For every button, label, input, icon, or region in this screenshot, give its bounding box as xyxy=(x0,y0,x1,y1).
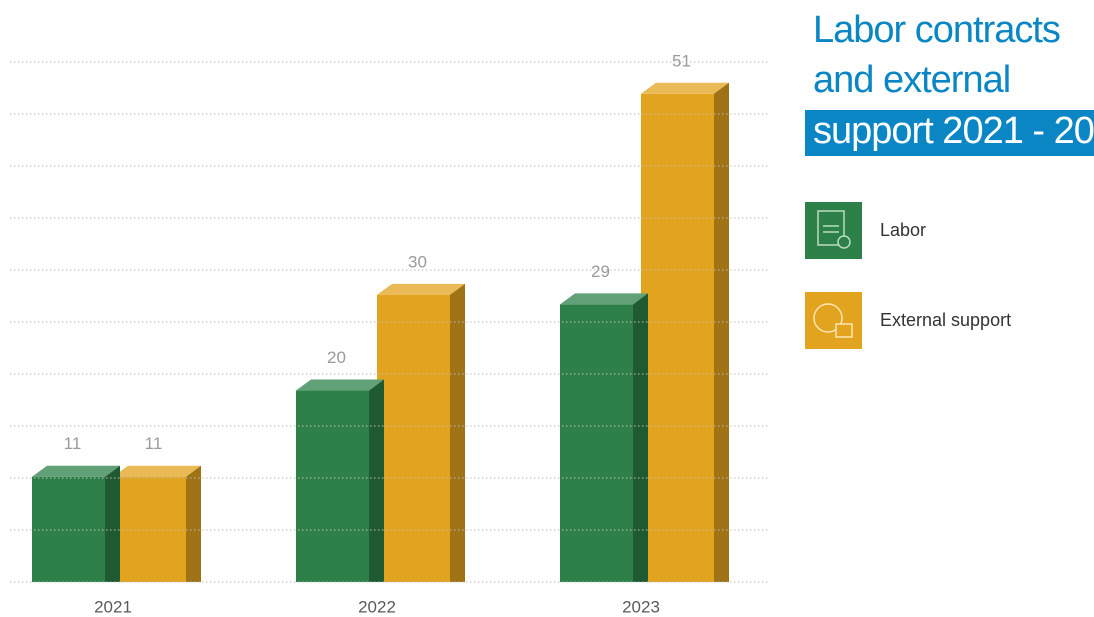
x-tick-label: 2021 xyxy=(94,597,132,616)
chart-title-line: and external xyxy=(813,59,1010,101)
bar-side xyxy=(450,283,465,582)
bar xyxy=(377,294,450,582)
legend-label: External support xyxy=(880,310,1011,330)
bar-top xyxy=(296,379,384,391)
data-label: 51 xyxy=(672,51,691,70)
data-label: 20 xyxy=(327,348,346,367)
bar xyxy=(641,93,714,583)
data-label: 11 xyxy=(64,434,82,453)
data-label: 29 xyxy=(591,262,610,281)
bar-top xyxy=(641,82,729,94)
x-tick-label: 2023 xyxy=(622,597,660,616)
title-highlight xyxy=(805,110,1094,156)
bar-side xyxy=(105,465,120,582)
data-label: 30 xyxy=(408,252,427,271)
bar-top xyxy=(113,465,201,477)
bar-top xyxy=(377,283,465,295)
chart-title-line: Labor contracts xyxy=(813,9,1060,51)
bar-side xyxy=(633,293,648,582)
data-label: 11 xyxy=(145,434,163,453)
bar xyxy=(32,476,105,582)
legend-label: Labor xyxy=(880,220,926,240)
bar-side xyxy=(186,465,201,582)
legend-icon xyxy=(805,292,862,349)
bar-side xyxy=(714,82,729,583)
bar-top xyxy=(32,465,120,477)
x-tick-label: 2022 xyxy=(358,597,396,616)
bar-top xyxy=(560,293,648,305)
bar xyxy=(560,304,633,582)
chart-title-line: support 2021 - 2023 xyxy=(813,110,1094,152)
bar-side xyxy=(369,379,384,582)
bar xyxy=(113,476,186,582)
bar xyxy=(296,390,369,582)
legend-icon xyxy=(805,202,862,259)
